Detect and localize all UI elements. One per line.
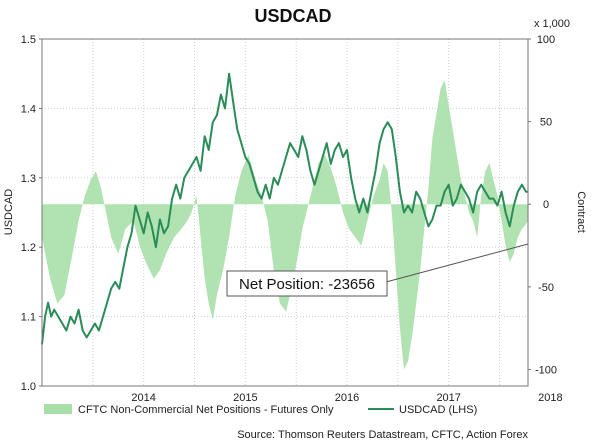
right-tick-label: -50 <box>538 282 554 294</box>
usdcad-line-path <box>41 72 528 345</box>
x-tick-label: 2014 <box>131 392 155 404</box>
right-axis-title: Contract <box>575 191 587 233</box>
plot-frame <box>41 38 529 387</box>
chart-title: USDCAD <box>254 6 331 26</box>
right-tick-label: 50 <box>540 117 552 129</box>
left-axis-title: USDCAD <box>3 189 15 236</box>
right-tick-label: 100 <box>537 34 555 46</box>
left-tick-label: 1.0 <box>21 381 36 393</box>
legend: CFTC Non-Commercial Net Positions - Futu… <box>44 404 477 416</box>
legend-label-usdcad: USDCAD (LHS) <box>399 404 477 416</box>
right-axis-multiplier: x 1,000 <box>534 18 570 30</box>
net-positions-area <box>42 80 528 370</box>
annotation-text: Net Position: -23656 <box>239 276 375 293</box>
legend-label-net-positions: CFTC Non-Commercial Net Positions - Futu… <box>78 404 334 416</box>
x-tick-label: 2015 <box>233 392 257 404</box>
annotation: Net Position: -23656 <box>226 243 529 297</box>
annotation-box <box>226 270 388 297</box>
left-tick-label: 1.1 <box>21 312 36 324</box>
left-tick-label: 1.3 <box>21 173 36 185</box>
x-tick-label: 2018 <box>538 392 562 404</box>
legend-swatch-net-positions <box>44 404 72 414</box>
left-tick-label: 1.5 <box>21 34 36 46</box>
source-note: Source: Thomson Reuters Datastream, CFTC… <box>237 429 528 441</box>
right-tick-label: 0 <box>543 199 549 211</box>
x-tick-label: 2016 <box>335 392 359 404</box>
annotation-leader-line <box>385 243 529 283</box>
net-positions-area-path <box>42 80 528 370</box>
left-tick-label: 1.4 <box>21 103 36 115</box>
right-tick-label: -100 <box>535 364 557 376</box>
left-tick-label: 1.2 <box>21 242 36 254</box>
usdcad-line <box>41 72 528 345</box>
x-tick-label: 2017 <box>436 392 460 404</box>
axis-ticks: 1.0 1.1 1.2 1.3 1.4 1.5 100 50 0 -50 -100 2014 2015 2… <box>21 34 563 404</box>
